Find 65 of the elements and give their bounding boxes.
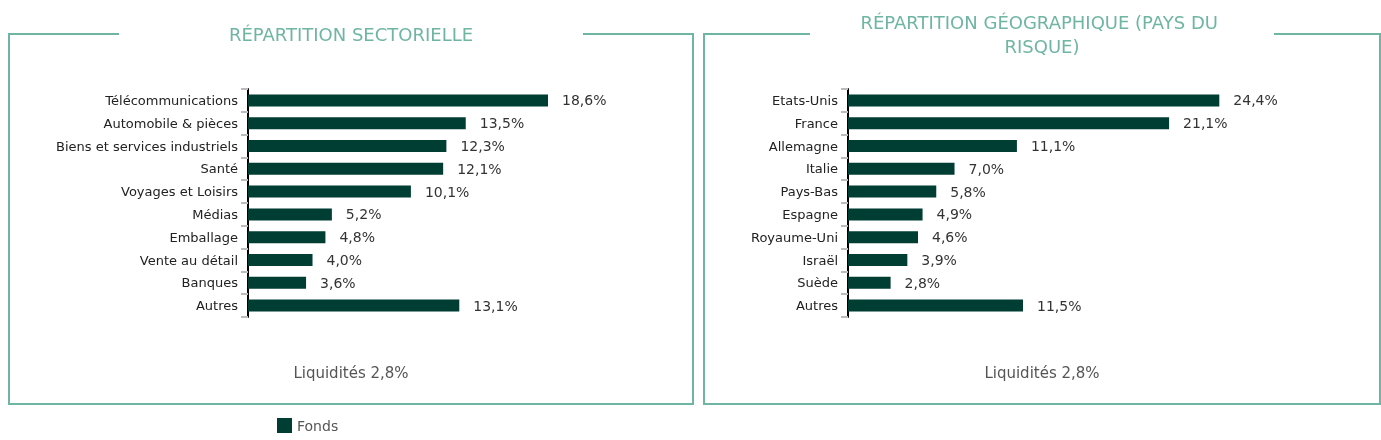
data-label: 2,8%	[904, 274, 941, 291]
y-tick-label: Suède	[797, 275, 838, 291]
y-tick-label: Emballage	[169, 229, 238, 245]
text: Liquidités 2,8%	[293, 363, 409, 382]
data-label: 11,5%	[1037, 297, 1082, 314]
data-label: 4,0%	[326, 252, 363, 268]
data-label: 12,3%	[460, 138, 505, 154]
data-label: 10,1%	[424, 183, 470, 200]
bar	[848, 140, 1017, 152]
bar	[848, 208, 923, 221]
bar	[248, 299, 460, 312]
data-label: 5,2%	[345, 206, 382, 223]
legend-label: Fonds	[297, 417, 339, 434]
y-tick-label: Biens et services industriels	[56, 138, 239, 154]
data-label: 18,6%	[562, 92, 607, 109]
bar	[848, 276, 891, 289]
bar	[848, 94, 1220, 107]
bar	[848, 254, 908, 266]
text: Liquidités 2,8%	[984, 363, 1100, 382]
y-tick-label: Allemagne	[768, 138, 838, 154]
bar	[848, 117, 1170, 130]
y-tick-label: Autres	[195, 298, 239, 314]
data-label: 13,5%	[479, 115, 525, 132]
bar	[248, 162, 444, 175]
bar	[248, 231, 326, 244]
bar	[848, 162, 955, 175]
y-tick-label: Voyages et Loisirs	[121, 184, 239, 200]
data-label: 21,1%	[1183, 115, 1228, 132]
y-tick-label: Pays-Bas	[780, 184, 839, 200]
chart-title: RÉPARTITION GÉOGRAPHIQUE (PAYS DU RISQUE)	[860, 11, 1224, 57]
bar	[848, 231, 918, 244]
data-label: 11,1%	[1030, 138, 1076, 154]
data-label: 4,9%	[936, 206, 973, 223]
data-label: 3,6%	[320, 274, 356, 291]
y-tick-label: Israël	[802, 252, 838, 268]
y-tick-label: Italie	[805, 161, 838, 177]
data-label: 5,8%	[950, 183, 986, 200]
data-label: 4,6%	[932, 229, 968, 246]
y-tick-label: Autres	[795, 298, 839, 314]
data-label: 13,1%	[473, 297, 518, 314]
y-tick-label: Vente au détail	[139, 252, 238, 268]
y-tick-label: Médias	[192, 206, 239, 222]
bar	[248, 140, 447, 152]
bar	[848, 299, 1023, 312]
bar	[248, 94, 548, 107]
bar	[248, 117, 466, 130]
y-tick-label: Royaume-Uni	[750, 229, 838, 245]
y-tick-label: France	[794, 115, 838, 131]
bar	[248, 208, 332, 221]
data-label: 24,4%	[1233, 92, 1278, 109]
y-tick-label: Banques	[181, 275, 239, 291]
data-label: 12,1%	[457, 160, 502, 177]
bar	[248, 276, 307, 289]
bar	[248, 254, 313, 266]
data-label: 7,0%	[968, 160, 1005, 177]
bar	[848, 185, 937, 198]
y-tick-label: Santé	[200, 161, 238, 177]
data-label: 4,8%	[339, 229, 375, 246]
y-tick-label: Automobile & pièces	[103, 115, 239, 131]
chart-title: RÉPARTITION SECTORIELLE	[228, 23, 474, 45]
bar	[248, 185, 411, 198]
y-tick-label: Télécommunications	[104, 92, 239, 108]
y-tick-label: Espagne	[782, 206, 838, 222]
y-tick-label: Etats-Unis	[772, 92, 839, 108]
data-label: 3,9%	[921, 252, 957, 268]
